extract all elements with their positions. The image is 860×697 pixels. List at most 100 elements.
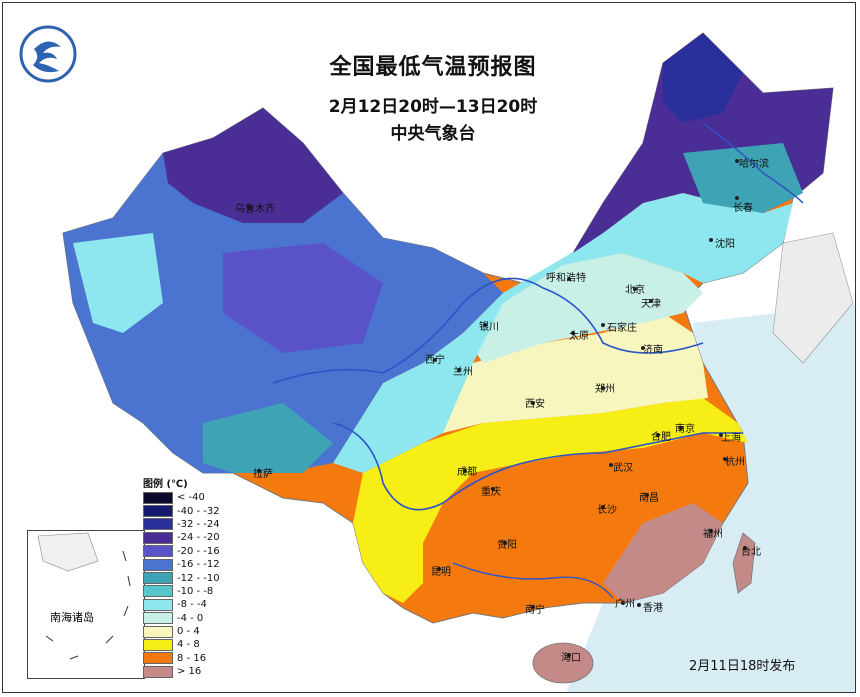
city-label: 杭州 <box>725 457 745 468</box>
legend-swatch <box>143 598 173 611</box>
zone-minus16-minus12-northeast <box>683 143 803 213</box>
city-label: 福州 <box>703 529 723 540</box>
agency-name: 中央气象台 <box>390 124 476 144</box>
taiwan-island <box>732 532 756 594</box>
legend-item: -20 - -16 <box>143 545 263 558</box>
legend-swatch <box>143 558 173 571</box>
city-label: 南京 <box>675 424 695 435</box>
city-label: 兰州 <box>453 367 473 378</box>
city-label: 昆明 <box>431 567 451 578</box>
city-label: 呼和浩特 <box>546 273 586 284</box>
zone-0-4 <box>423 313 708 433</box>
city-label: 成都 <box>457 467 477 478</box>
hainan-island <box>532 642 594 684</box>
city-label: 武汉 <box>613 463 633 474</box>
city-label: 长春 <box>733 203 753 214</box>
legend-label: 0 - 4 <box>177 626 200 638</box>
legend-label: -8 - -4 <box>177 599 207 611</box>
city-label: 合肥 <box>651 432 671 443</box>
legend-label: -10 - -8 <box>177 585 214 597</box>
city-label: 香港 <box>643 603 663 614</box>
neighbor-land <box>772 232 854 364</box>
zone-above-16 <box>603 503 723 603</box>
legend-swatch <box>143 531 173 544</box>
city-label: 郑州 <box>595 384 615 395</box>
city-label: 西宁 <box>425 355 445 366</box>
legend-swatch <box>143 638 173 651</box>
city-label: 台北 <box>741 547 761 558</box>
legend-item: -12 - -10 <box>143 571 263 585</box>
city-label: 济南 <box>643 345 663 356</box>
city-label: 南昌 <box>639 493 659 504</box>
legend-label: > 16 <box>177 666 202 678</box>
china-temperature-map <box>62 32 855 692</box>
zone-minus12-minus10 <box>203 403 333 473</box>
legend-swatch <box>143 612 173 625</box>
legend-item: -10 - -8 <box>143 585 263 598</box>
zone-minus10-minus8 <box>73 233 163 333</box>
legend-item: -16 - -12 <box>143 558 263 571</box>
inset-label: 南海诸岛 <box>50 611 94 624</box>
zone-minus4-0 <box>463 253 703 363</box>
legend-swatch <box>143 652 173 665</box>
legend-item: > 16 <box>143 665 263 678</box>
city-label: 南宁 <box>525 605 545 616</box>
yellow-river <box>272 277 704 384</box>
legend-label: -24 - -20 <box>177 532 220 544</box>
forecast-period: 2月12日20时—13日20时 <box>328 97 538 117</box>
inset-map <box>37 532 131 660</box>
legend-label: -32 - -24 <box>177 518 220 530</box>
yangtze-river <box>332 422 743 511</box>
city-label: 哈尔滨 <box>739 159 769 170</box>
legend-item: 4 - 8 <box>143 638 263 651</box>
legend-label: -16 - -12 <box>177 559 220 571</box>
legend-swatch <box>143 572 173 585</box>
city-label: 拉萨 <box>253 469 273 480</box>
legend-item: 8 - 16 <box>143 652 263 665</box>
city-label: 广州 <box>615 599 635 610</box>
legend-swatch <box>143 625 173 638</box>
legend-label: 4 - 8 <box>177 639 200 651</box>
zone-minus20-minus16 <box>223 243 383 353</box>
city-label: 重庆 <box>481 487 501 498</box>
legend-swatch <box>143 505 173 518</box>
city-label: 银川 <box>479 322 499 333</box>
city-markers <box>248 159 747 657</box>
legend-swatch <box>143 491 173 504</box>
legend-label: 8 - 16 <box>177 652 207 664</box>
city-label: 天津 <box>641 299 661 310</box>
cma-logo-icon <box>19 25 77 83</box>
city-label: 太原 <box>569 331 589 342</box>
legend-label: -40 - -32 <box>177 505 220 517</box>
songhua-river <box>702 122 804 204</box>
city-label: 海口 <box>561 653 581 664</box>
zone-4-8 <box>353 398 748 603</box>
legend-label: < -40 <box>177 492 205 504</box>
legend-item: 0 - 4 <box>143 625 263 638</box>
legend-item: -40 - -32 <box>143 504 263 518</box>
city-label: 长沙 <box>597 505 617 516</box>
legend-label: -12 - -10 <box>177 572 220 584</box>
legend-swatch <box>143 518 173 531</box>
issue-time: 2月11日18时发布 <box>689 659 796 674</box>
legend: 图例 (℃) < -40 -40 - -32 -32 - -24 -24 - -20-… <box>143 475 263 678</box>
legend-item: -32 - -24 <box>143 518 263 531</box>
legend-label: -20 - -16 <box>177 545 220 557</box>
city-label: 西安 <box>525 399 545 410</box>
legend-item: -8 - -4 <box>143 598 263 611</box>
legend-label: -4 - 0 <box>177 612 204 624</box>
zone-minus24-minus20-west <box>163 108 343 223</box>
south-china-sea-inset: 南海诸岛 <box>27 530 145 679</box>
city-label: 石家庄 <box>607 323 637 334</box>
legend-swatch <box>143 665 173 678</box>
city-label: 北京 <box>625 285 645 296</box>
map-title: 全国最低气温预报图 <box>329 55 537 80</box>
legend-swatch <box>143 545 173 558</box>
city-label: 沈阳 <box>715 239 735 250</box>
legend-item: -4 - 0 <box>143 612 263 625</box>
zone-minus32-minus24 <box>663 33 743 123</box>
legend-item: < -40 <box>143 491 263 504</box>
zone-minus8-minus4 <box>333 193 793 473</box>
city-label: 贵阳 <box>497 540 517 551</box>
